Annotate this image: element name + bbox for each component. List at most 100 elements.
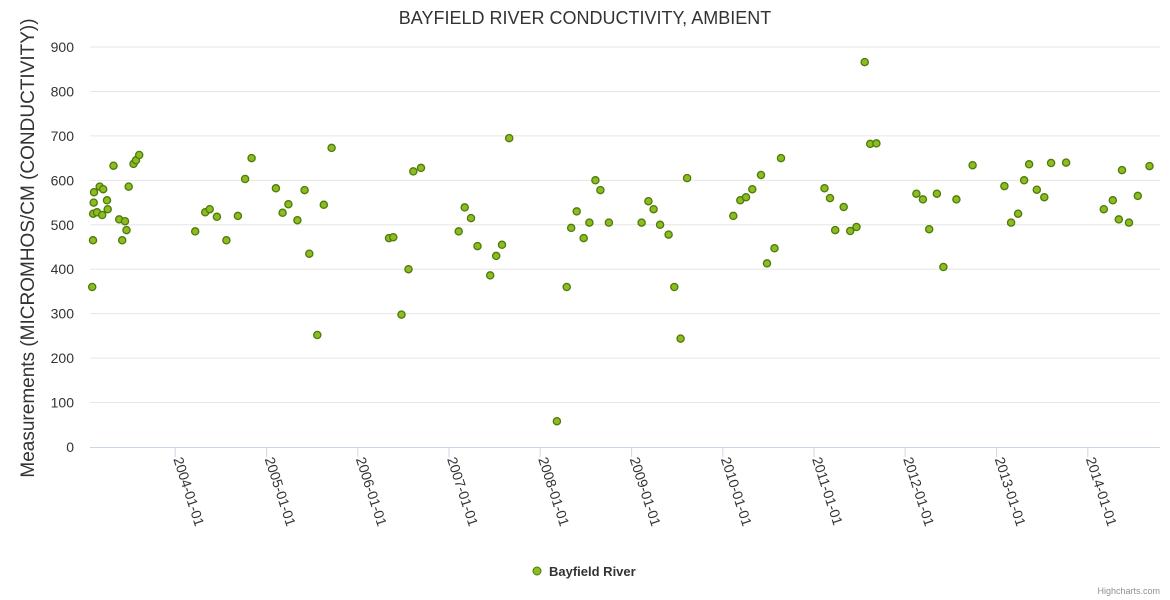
data-point[interactable]	[313, 330, 322, 340]
data-point[interactable]	[637, 218, 646, 227]
data-point[interactable]	[1000, 181, 1009, 191]
data-point[interactable]	[1133, 191, 1143, 201]
data-point[interactable]	[912, 189, 921, 198]
data-point[interactable]	[1013, 209, 1023, 218]
legend[interactable]: Bayfield River	[532, 564, 636, 579]
data-point[interactable]	[776, 153, 786, 163]
legend-label[interactable]: Bayfield River	[549, 564, 636, 579]
data-point[interactable]	[1032, 185, 1042, 194]
data-point[interactable]	[120, 216, 130, 226]
data-point[interactable]	[1114, 215, 1124, 224]
data-point[interactable]	[649, 204, 658, 214]
data-point[interactable]	[247, 153, 256, 163]
data-point[interactable]	[103, 204, 112, 214]
data-point[interactable]	[572, 207, 581, 216]
data-point[interactable]	[596, 185, 605, 195]
data-point[interactable]	[839, 202, 848, 212]
data-point[interactable]	[852, 222, 861, 232]
data-point[interactable]	[566, 223, 576, 233]
data-point[interactable]	[830, 225, 840, 235]
data-point[interactable]	[952, 195, 961, 204]
data-point[interactable]	[1124, 218, 1134, 227]
data-point[interactable]	[205, 204, 214, 214]
data-point[interactable]	[88, 236, 98, 245]
data-point[interactable]	[117, 236, 127, 245]
data-point[interactable]	[491, 251, 501, 261]
data-point[interactable]	[97, 210, 107, 220]
data-point[interactable]	[676, 334, 685, 343]
data-point[interactable]	[655, 220, 665, 230]
data-point[interactable]	[1040, 192, 1049, 202]
data-point[interactable]	[845, 226, 855, 236]
data-point[interactable]	[504, 133, 514, 143]
data-point[interactable]	[770, 244, 779, 253]
data-point[interactable]	[825, 193, 835, 203]
data-point[interactable]	[109, 161, 118, 170]
data-point[interactable]	[932, 189, 942, 198]
data-point[interactable]	[190, 227, 200, 236]
data-point[interactable]	[212, 212, 222, 222]
highcharts-credit[interactable]: Highcharts.com	[1097, 586, 1160, 596]
data-point[interactable]	[924, 224, 934, 234]
data-point[interactable]	[98, 184, 108, 194]
data-point[interactable]	[134, 150, 144, 160]
data-point[interactable]	[473, 241, 482, 251]
data-point[interactable]	[729, 211, 738, 221]
data-point[interactable]	[233, 211, 243, 221]
data-point[interactable]	[748, 184, 757, 194]
data-point[interactable]	[756, 170, 766, 180]
data-point[interactable]	[497, 240, 507, 250]
data-point[interactable]	[562, 282, 571, 292]
data-point[interactable]	[397, 310, 406, 319]
data-point[interactable]	[240, 174, 250, 184]
data-point[interactable]	[271, 184, 281, 193]
data-point[interactable]	[87, 282, 97, 292]
data-point[interactable]	[820, 184, 829, 193]
data-point[interactable]	[300, 185, 309, 195]
data-point[interactable]	[327, 143, 336, 153]
data-point[interactable]	[102, 196, 112, 205]
data-point[interactable]	[1099, 204, 1109, 214]
data-point[interactable]	[1108, 196, 1118, 205]
data-point[interactable]	[293, 216, 302, 225]
data-point[interactable]	[319, 200, 329, 210]
data-point[interactable]	[416, 163, 426, 173]
data-point[interactable]	[124, 182, 133, 191]
data-point[interactable]	[454, 227, 463, 236]
data-point[interactable]	[939, 262, 948, 272]
data-point[interactable]	[409, 167, 418, 176]
data-point[interactable]	[1006, 218, 1016, 227]
data-point[interactable]	[682, 173, 692, 183]
data-point[interactable]	[741, 192, 751, 202]
data-point[interactable]	[968, 160, 977, 170]
data-point[interactable]	[122, 225, 131, 235]
data-point[interactable]	[466, 213, 476, 223]
data-point[interactable]	[1117, 165, 1127, 175]
data-point[interactable]	[585, 218, 594, 227]
data-point[interactable]	[89, 188, 99, 197]
data-point[interactable]	[278, 208, 287, 218]
data-point[interactable]	[460, 203, 469, 212]
data-point[interactable]	[485, 271, 495, 280]
data-point[interactable]	[1024, 160, 1034, 169]
data-point[interactable]	[284, 200, 293, 209]
data-point[interactable]	[762, 259, 772, 268]
data-point[interactable]	[222, 236, 231, 245]
data-point[interactable]	[604, 218, 614, 227]
data-point[interactable]	[1145, 161, 1154, 171]
data-point[interactable]	[552, 416, 562, 426]
data-point[interactable]	[1019, 176, 1029, 185]
data-point[interactable]	[579, 233, 588, 243]
data-point[interactable]	[860, 57, 869, 67]
data-point[interactable]	[389, 232, 398, 242]
data-point[interactable]	[404, 264, 413, 274]
data-point[interactable]	[1061, 158, 1071, 167]
data-point[interactable]	[918, 195, 928, 204]
data-point[interactable]	[305, 249, 314, 258]
data-point[interactable]	[591, 176, 600, 185]
data-point[interactable]	[872, 139, 881, 148]
data-point[interactable]	[89, 198, 98, 207]
data-point[interactable]	[644, 196, 653, 206]
data-point[interactable]	[1046, 158, 1056, 168]
data-point[interactable]	[670, 282, 679, 292]
